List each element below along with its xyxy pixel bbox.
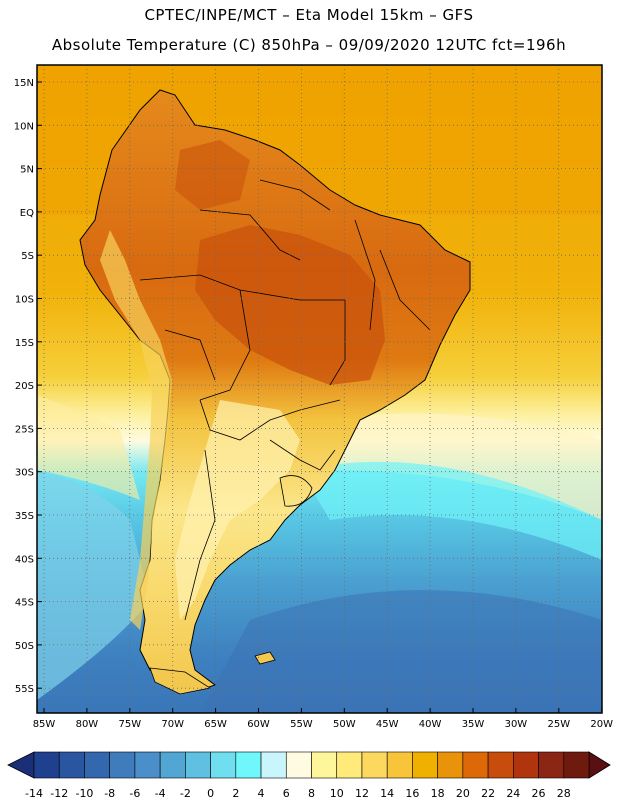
colorbar-label: 18	[431, 787, 445, 800]
andes-strip	[100, 230, 172, 630]
lat-tick-label: 30S	[15, 468, 34, 479]
lon-tick-label: 80W	[76, 719, 99, 730]
lat-tick-label: 35S	[15, 511, 34, 522]
lon-tick-label: 85W	[33, 719, 56, 730]
chart-title-line-2: Absolute Temperature (C) 850hPa – 09/09/…	[51, 36, 567, 54]
lon-tick-label: 65W	[204, 719, 227, 730]
colorbar-swatch	[285, 751, 312, 779]
colorbar-swatch	[336, 751, 363, 779]
lon-tick-label: 20W	[590, 719, 613, 730]
colorbar-label: 20	[456, 787, 470, 800]
hot-interior-brazil	[195, 225, 385, 385]
colorbar-label: 10	[330, 787, 344, 800]
colorbar-swatch	[487, 751, 514, 779]
lat-tick-label: 5S	[21, 251, 34, 262]
lat-tick-label: 15S	[15, 338, 34, 349]
colorbar-swatch	[260, 751, 287, 779]
colorbar-swatch	[235, 751, 262, 779]
lon-tick-label: 70W	[161, 719, 184, 730]
lon-tick-label: 35W	[462, 719, 485, 730]
temperature-colorbar: -14 -12 -10 -8 -6 -4 -2 0 2 4 6 8 10 12 14 16 18 20 22 24 26…	[7, 751, 611, 800]
colorbar-label: -8	[104, 787, 115, 800]
colorbar-swatch	[563, 751, 590, 779]
tierra-del-fuego	[149, 667, 212, 695]
colorbar-label: 22	[481, 787, 495, 800]
lat-tick-label: 5N	[20, 165, 34, 176]
pacific-cool-area	[37, 470, 150, 700]
colorbar-label: -14	[25, 787, 43, 800]
colorbar-swatch	[311, 751, 338, 779]
lat-tick-label: EQ	[20, 208, 34, 219]
colorbar-swatch	[210, 751, 237, 779]
lon-tick-label: 40W	[419, 719, 442, 730]
colorbar-swatch	[159, 751, 186, 779]
colorbar-swatch	[513, 751, 539, 779]
lon-tick-label: 60W	[247, 719, 270, 730]
colorbar-right-arrow	[588, 751, 611, 779]
map-axes: 15N 10N 5N EQ 5S 10S 15S 20S 25S 30S 35S 40S 45S 50S 5…	[14, 78, 613, 730]
pacific-pale-area	[37, 395, 140, 500]
colorbar-swatch	[538, 751, 565, 779]
lat-tick-label: 10S	[15, 295, 34, 306]
lon-tick-label: 55W	[290, 719, 313, 730]
colorbar-swatch	[84, 751, 110, 779]
colorbar-label: 28	[557, 787, 571, 800]
lon-tick-label: 45W	[376, 719, 399, 730]
southern-cone-pale	[175, 400, 300, 620]
colorbar-label: -2	[180, 787, 191, 800]
colorbar-swatch	[58, 751, 85, 779]
colorbar-swatch	[386, 751, 413, 779]
colorbar-label: -10	[75, 787, 93, 800]
colorbar-label: 8	[308, 787, 315, 800]
colorbar-label: 24	[506, 787, 520, 800]
lat-tick-label: 55S	[15, 684, 34, 695]
colorbar-swatch	[109, 751, 136, 779]
lat-tick-label: 45S	[15, 598, 34, 609]
colorbar-label: -6	[129, 787, 140, 800]
country-borders	[139, 179, 431, 621]
lon-tick-label: 25W	[547, 719, 570, 730]
colorbar-swatch	[412, 751, 438, 779]
lon-tick-label: 30W	[505, 719, 528, 730]
lat-tick-label: 10N	[14, 121, 34, 132]
colorbar-swatch	[437, 751, 464, 779]
colorbar-label: 6	[283, 787, 290, 800]
colorbar-swatch	[185, 751, 211, 779]
lon-tick-label: 50W	[333, 719, 356, 730]
colorbar-label: 26	[532, 787, 546, 800]
colorbar-label: 12	[355, 787, 369, 800]
hot-north-amazon	[175, 140, 250, 210]
map-frame	[36, 64, 603, 714]
colorbar-label: 2	[232, 787, 239, 800]
colorbar-label: 0	[207, 787, 214, 800]
lat-lon-grid	[37, 65, 602, 713]
lat-tick-label: 20S	[15, 381, 34, 392]
cyan-ocean-band	[300, 461, 602, 560]
colorbar-label: 14	[380, 787, 394, 800]
chart-title-line-1: CPTEC/INPE/MCT – Eta Model 15km – GFS	[144, 6, 474, 24]
colorbar-label: 16	[405, 787, 419, 800]
colorbar-swatch	[361, 751, 388, 779]
colorbar-label: 4	[258, 787, 265, 800]
colorbar-swatch	[462, 751, 489, 779]
southern-ocean-blue	[200, 590, 602, 713]
map-field	[37, 65, 602, 713]
lon-tick-label: 75W	[118, 719, 141, 730]
lat-tick-label: 50S	[15, 641, 34, 652]
colorbar-swatch	[134, 751, 161, 779]
colorbar-label: -12	[50, 787, 68, 800]
lat-tick-label: 40S	[15, 554, 34, 565]
colorbar-left-arrow	[7, 751, 35, 779]
lat-tick-label: 25S	[15, 424, 34, 435]
lat-tick-label: 15N	[14, 78, 34, 89]
colorbar-label: -4	[155, 787, 166, 800]
colorbar-swatch	[33, 751, 60, 779]
